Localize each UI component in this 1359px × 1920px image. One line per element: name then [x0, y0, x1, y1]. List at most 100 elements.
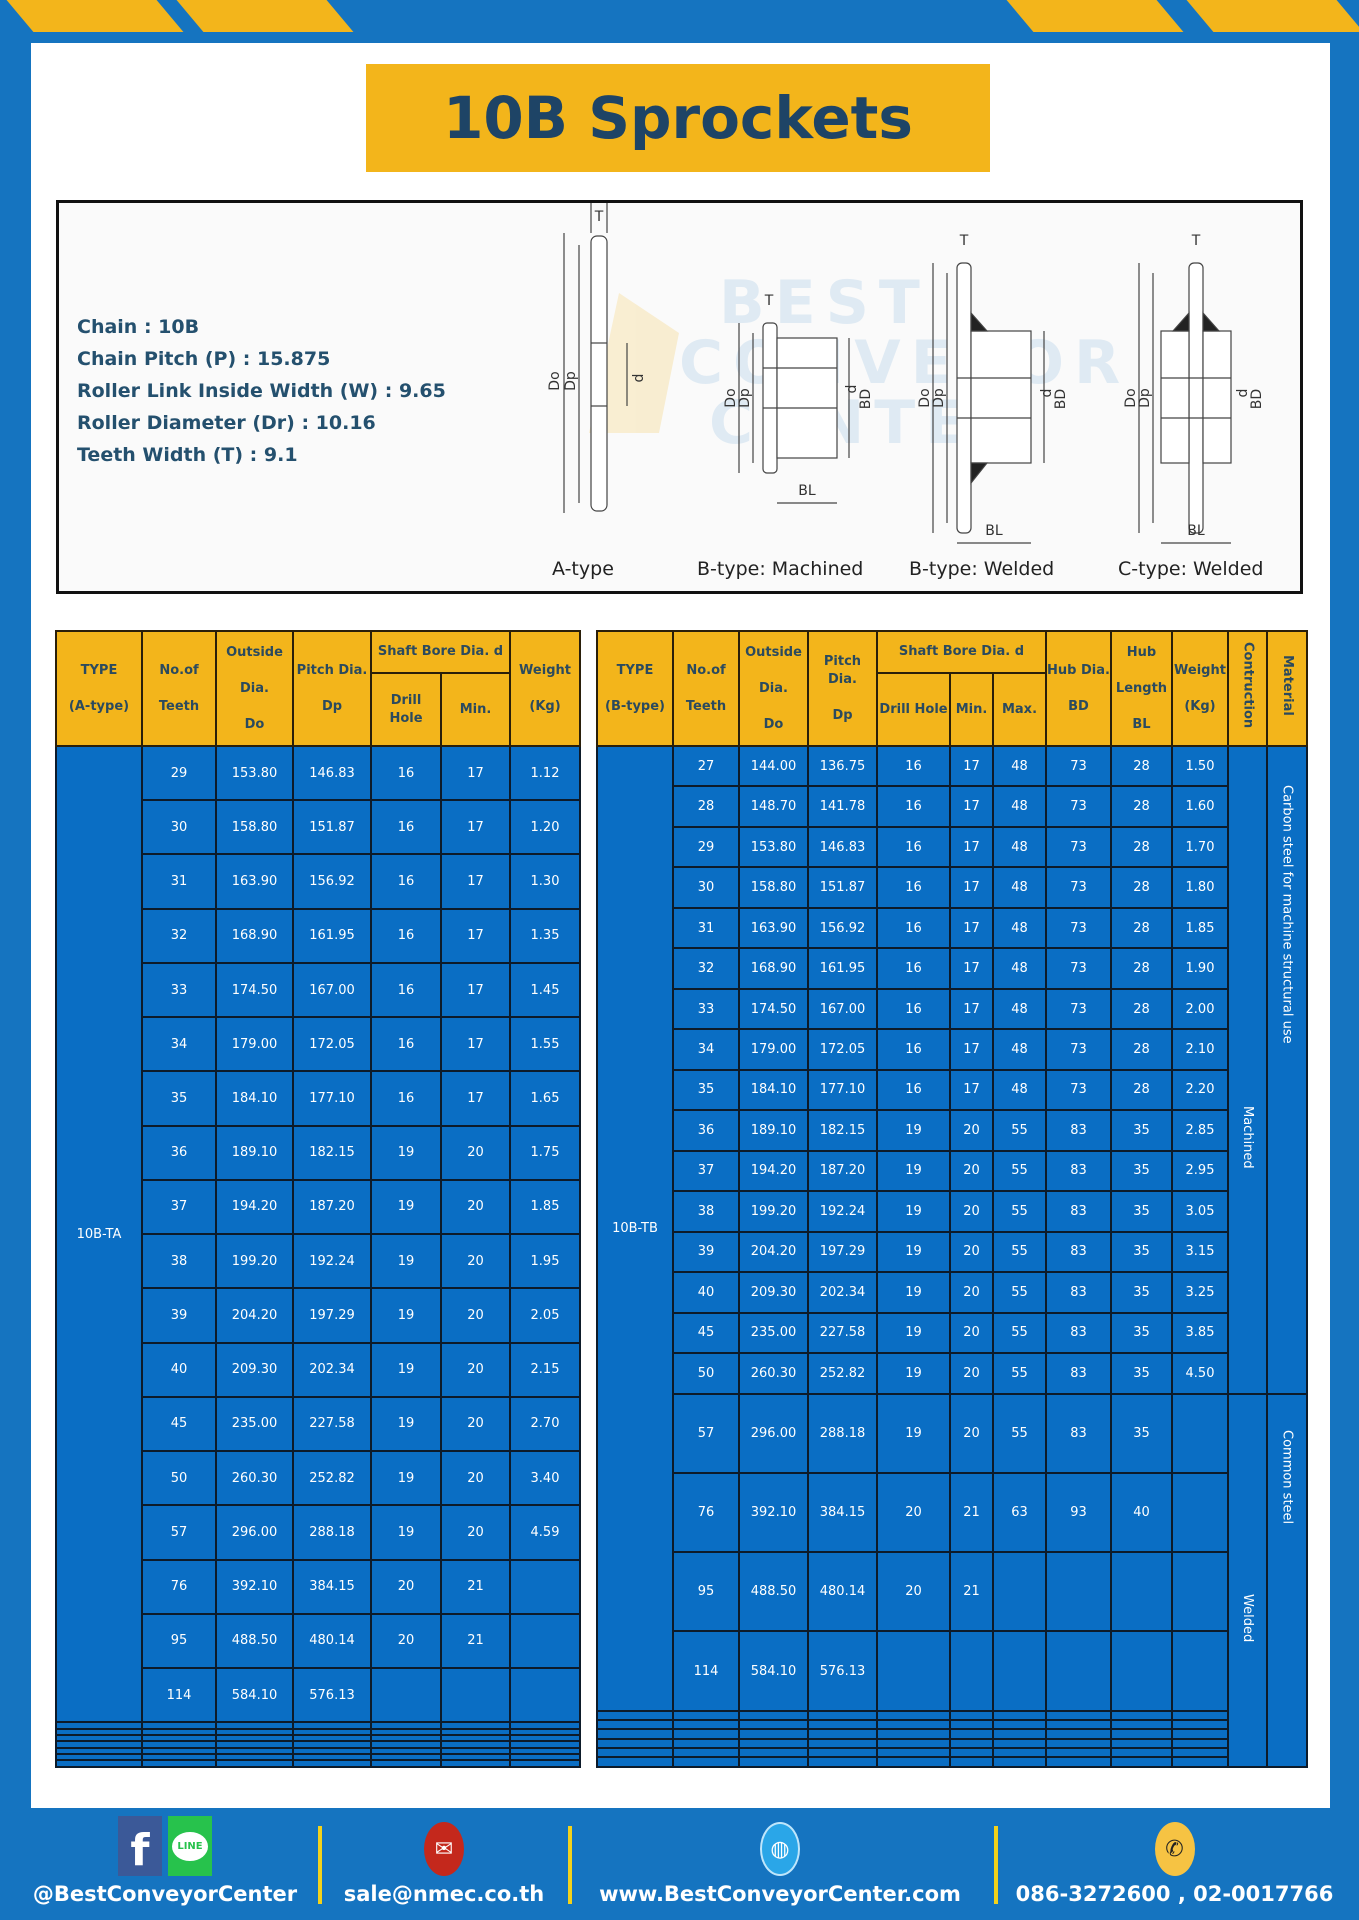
table-cell	[672, 1728, 740, 1740]
table-cell: 16	[876, 987, 951, 1031]
table-cell: 17	[949, 947, 994, 990]
table-cell	[876, 1630, 951, 1712]
table-cell: 17	[949, 744, 994, 788]
table-row: 95 488.50 480.14 20 21	[597, 1551, 1307, 1633]
table-row: 32 168.90 161.95 16 17 1.35	[56, 907, 582, 964]
table-cell	[876, 1718, 951, 1731]
table-cell: 209.30	[215, 1341, 294, 1398]
table-cell: 45	[672, 1311, 740, 1355]
table-cell	[292, 1727, 372, 1737]
table-cell	[1045, 1746, 1112, 1759]
table-cell: 40	[1110, 1471, 1173, 1554]
table-row: 37 194.20 187.20 19 20 55 83 35 2.95	[597, 1149, 1307, 1193]
table-cell: 19	[876, 1352, 951, 1395]
table-cell	[807, 1737, 878, 1749]
table-row	[596, 1756, 1307, 1768]
table-cell: 576.13	[807, 1630, 878, 1712]
table-cell: 179.00	[215, 1016, 294, 1073]
table-cell	[439, 1746, 512, 1756]
table-cell: 392.10	[738, 1471, 809, 1554]
sprocket-drawings: BEST CONVEYOR CENTER T Do Dp d T BL Do D…	[547, 203, 1265, 580]
table-cell: 73	[1045, 825, 1112, 869]
table-cell: 20	[949, 1149, 994, 1193]
table-cell: 17	[439, 961, 512, 1019]
table-cell: 19	[876, 1311, 951, 1355]
table-cell: 184.10	[738, 1068, 809, 1112]
table-cell: 39	[672, 1230, 740, 1274]
table-row: 76 392.10 384.15 20 21	[56, 1558, 582, 1615]
table-cell	[949, 1746, 994, 1759]
table-cell: 73	[1045, 785, 1112, 828]
table-cell: 19	[370, 1450, 442, 1507]
table-cell: 83	[1045, 1109, 1112, 1152]
table-row: 29 153.80 146.83 16 17 48 73 28 1.70	[597, 825, 1307, 869]
label-bl-b2: BL	[985, 523, 1003, 539]
table-cell	[992, 1756, 1047, 1768]
table-row: 40 209.30 202.34 19 20 2.15	[56, 1341, 582, 1398]
table-cell: 182.15	[292, 1124, 372, 1181]
separator	[568, 1826, 572, 1904]
table-cell	[992, 1728, 1047, 1740]
table-cell: 55	[992, 1352, 1047, 1395]
table-row: 34 179.00 172.05 16 17 48 73 28 2.10	[597, 1028, 1307, 1071]
caption-b-machined: B-type: Machined	[697, 558, 863, 580]
table-cell	[439, 1740, 512, 1749]
table-cell: 3.25	[1171, 1271, 1229, 1314]
table-cell: 32	[672, 947, 740, 990]
separator	[318, 1826, 322, 1904]
table-cell: 17	[439, 853, 512, 910]
email-contact[interactable]: ✉ sale@nmec.co.th	[328, 1808, 560, 1920]
table-cell: 204.20	[215, 1287, 294, 1344]
table-cell	[439, 1721, 512, 1730]
table-cell: 19	[370, 1341, 442, 1398]
table-cell: 146.83	[292, 744, 372, 802]
table-cell: 17	[439, 744, 512, 802]
table-cell: 1.70	[1171, 825, 1229, 869]
table-cell	[215, 1746, 294, 1756]
empty-cell	[55, 1746, 143, 1756]
table-cell	[141, 1721, 217, 1730]
table-cell: 57	[141, 1504, 217, 1561]
table-cell	[1171, 1718, 1229, 1731]
table-cell: 2.20	[1171, 1068, 1229, 1112]
phone-icon: ✆	[1154, 1822, 1195, 1876]
table-cell	[949, 1630, 994, 1712]
table-cell	[215, 1740, 294, 1749]
table-cell: 158.80	[738, 866, 809, 909]
label-do-c: Do	[1123, 388, 1139, 407]
table-cell	[807, 1728, 878, 1740]
label-t-b1: T	[764, 293, 774, 309]
header-teeth: No.of Teeth	[141, 630, 217, 747]
a-type-drawing	[563, 203, 628, 513]
table-cell: 114	[672, 1630, 740, 1712]
watermark-logo: BEST CONVEYOR CENTER	[589, 268, 1120, 458]
table-cell: 488.50	[215, 1612, 294, 1669]
globe-icon: ◍	[760, 1822, 800, 1876]
table-cell: 584.10	[738, 1630, 809, 1712]
table-cell: 2.00	[1171, 987, 1229, 1031]
table-cell: 17	[949, 866, 994, 909]
mail-icon: ✉	[424, 1822, 464, 1876]
type-cell: 10B-TB	[596, 745, 674, 1712]
table-cell	[738, 1709, 809, 1722]
table-cell: 3.05	[1171, 1190, 1229, 1233]
table-cell	[1110, 1630, 1173, 1712]
table-cell	[1110, 1746, 1173, 1759]
phone-contact[interactable]: ✆ 086-3272600 , 02-0017766	[1002, 1808, 1347, 1920]
table-cell: 1.80	[1171, 866, 1229, 909]
table-cell: 19	[876, 1230, 951, 1274]
table-cell: 73	[1045, 906, 1112, 950]
table-row	[596, 1709, 1307, 1722]
table-cell: 83	[1045, 1190, 1112, 1233]
table-cell: 480.14	[292, 1612, 372, 1669]
table-row: 76 392.10 384.15 20 21 63 93 40	[597, 1471, 1307, 1554]
table-cell: 16	[370, 799, 442, 856]
table-cell: 76	[141, 1558, 217, 1615]
svg-text:BEST: BEST	[719, 268, 930, 338]
table-row: 114 584.10 576.13	[56, 1666, 582, 1724]
table-cell: 35	[672, 1068, 740, 1112]
table-row: 38 199.20 192.24 19 20 55 83 35 3.05	[597, 1190, 1307, 1233]
website-contact[interactable]: ◍ www.BestConveyorCenter.com	[580, 1808, 980, 1920]
table-cell: 17	[439, 1016, 512, 1073]
social-contact[interactable]: f LINE @BestConveyorCenter	[20, 1808, 310, 1920]
